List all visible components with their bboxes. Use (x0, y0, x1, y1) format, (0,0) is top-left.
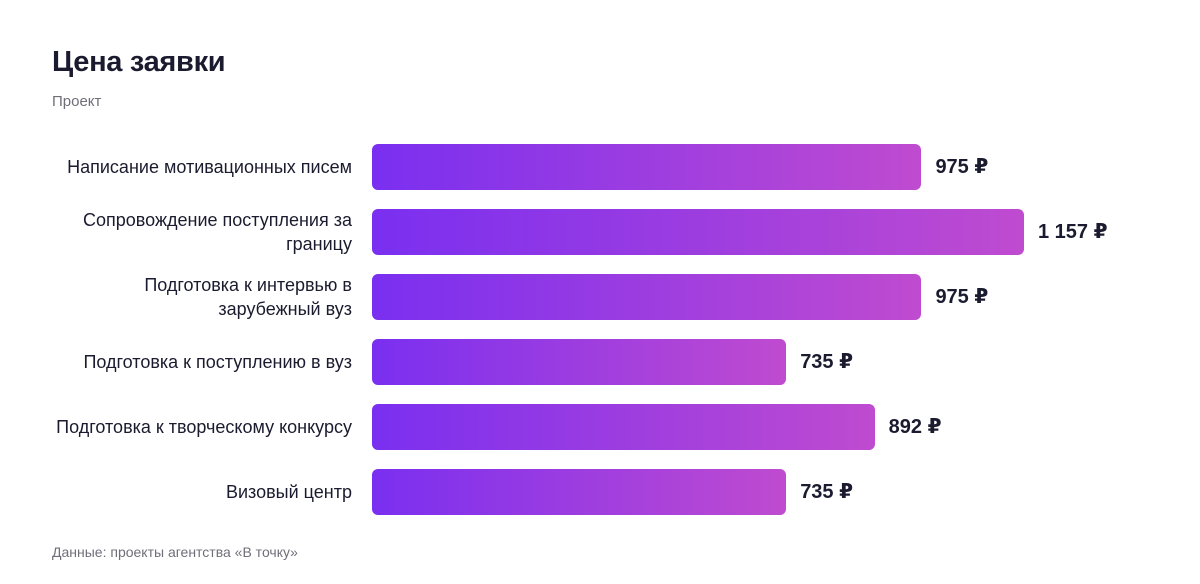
value-label: 892 ₽ (888, 416, 942, 438)
value-label: 735 ₽ (800, 351, 854, 373)
bar (372, 209, 1024, 255)
value-label: 1 157 ₽ (1038, 221, 1108, 243)
bar (372, 144, 922, 190)
category-label: Подготовка к интервью в зарубежный вуз (144, 275, 352, 319)
bar (372, 339, 787, 385)
category-label: Написание мотивационных писем (67, 157, 352, 177)
category-label: Подготовка к творческому конкурсу (56, 417, 352, 437)
chart-title: Цена заявки (52, 46, 226, 78)
value-label: 975 ₽ (935, 156, 989, 178)
bar (372, 274, 922, 320)
value-label: 735 ₽ (800, 481, 854, 503)
source-note: Данные: проекты агентства «В точку» (52, 544, 298, 560)
category-label: Визовый центр (226, 482, 352, 502)
value-label: 975 ₽ (935, 286, 989, 308)
category-label: Сопровождение поступления за границу (83, 210, 352, 254)
bar (372, 469, 787, 515)
chart-subtitle: Проект (52, 93, 102, 110)
bar (372, 404, 875, 450)
category-label: Подготовка к поступлению в вуз (83, 352, 352, 372)
